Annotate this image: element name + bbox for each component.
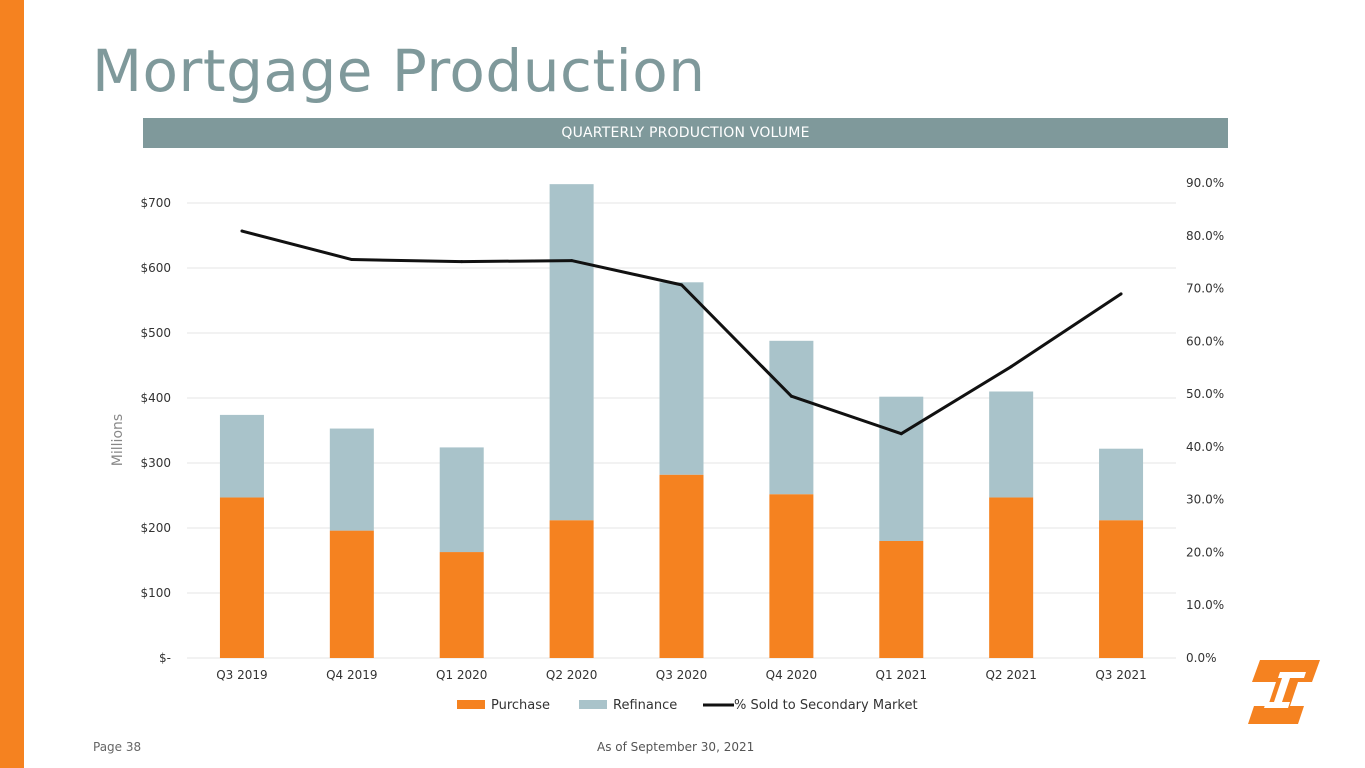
bar-refinance	[219, 414, 264, 498]
y2-tick-label: 10.0%	[1186, 598, 1224, 612]
bar-refinance	[879, 396, 924, 541]
x-tick-label: Q4 2020	[766, 668, 817, 682]
bar-purchase	[879, 541, 924, 658]
bar-refinance	[659, 282, 704, 475]
section-header-label: QUARTERLY PRODUCTION VOLUME	[561, 125, 810, 141]
line-point	[350, 258, 354, 262]
y2-tick-label: 50.0%	[1186, 387, 1224, 401]
x-tick-label: Q1 2020	[436, 668, 487, 682]
y2-tick-label: 30.0%	[1186, 493, 1224, 507]
bar-refinance	[549, 184, 594, 521]
y-tick-label: $500	[140, 326, 171, 340]
first-interstate-logo-icon	[1248, 660, 1320, 724]
x-tick-label: Q2 2020	[546, 668, 597, 682]
line-point	[570, 259, 574, 263]
section-header: QUARTERLY PRODUCTION VOLUME	[143, 118, 1228, 148]
legend-label-line: % Sold to Secondary Market	[734, 698, 918, 713]
x-tick-label: Q3 2021	[1095, 668, 1146, 682]
x-tick-label: Q4 2019	[326, 668, 377, 682]
line-point	[789, 394, 793, 398]
line-point	[899, 432, 903, 436]
y-tick-label: $700	[140, 196, 171, 210]
y2-tick-label: 80.0%	[1186, 229, 1224, 243]
bar-purchase	[439, 552, 484, 658]
bar-purchase	[219, 497, 264, 658]
y2-tick-label: 0.0%	[1186, 651, 1217, 665]
y-tick-label: $300	[140, 456, 171, 470]
x-tick-label: Q2 2021	[985, 668, 1036, 682]
line-point	[1009, 365, 1013, 369]
line-point	[240, 229, 244, 233]
y2-tick-label: 90.0%	[1186, 176, 1224, 190]
left-accent-bar	[0, 0, 24, 768]
y2-tick-label: 40.0%	[1186, 440, 1224, 454]
x-tick-label: Q1 2021	[876, 668, 927, 682]
y2-tick-label: 70.0%	[1186, 282, 1224, 296]
y-tick-label: $100	[140, 586, 171, 600]
y-tick-label: $400	[140, 391, 171, 405]
as-of-date: As of September 30, 2021	[597, 740, 755, 754]
legend-label-purchase: Purchase	[491, 698, 550, 713]
line-point	[1119, 292, 1123, 296]
bar-purchase	[659, 474, 704, 658]
bar-purchase	[1099, 520, 1144, 658]
bar-refinance	[769, 340, 814, 495]
x-tick-label: Q3 2020	[656, 668, 707, 682]
bar-refinance	[1099, 448, 1144, 521]
line-point	[680, 283, 683, 287]
y2-tick-label: 20.0%	[1186, 545, 1224, 559]
bar-purchase	[549, 520, 594, 658]
y-tick-label: $600	[140, 261, 171, 275]
x-tick-label: Q3 2019	[216, 668, 267, 682]
legend-swatch-refinance	[579, 700, 607, 709]
bar-purchase	[769, 494, 814, 658]
y-tick-label: $200	[140, 521, 171, 535]
y2-tick-label: 60.0%	[1186, 334, 1224, 348]
y-axis-title: Millions	[110, 414, 126, 466]
bar-purchase	[989, 497, 1034, 658]
line-point	[460, 260, 464, 264]
bar-refinance	[329, 428, 374, 531]
page-title: Mortgage Production	[92, 37, 706, 105]
page-number: Page 38	[93, 740, 142, 754]
bar-purchase	[329, 530, 374, 658]
legend-label-refinance: Refinance	[613, 698, 677, 713]
y-tick-label: $-	[159, 651, 171, 665]
bar-refinance	[989, 391, 1034, 498]
legend-swatch-purchase	[457, 700, 485, 709]
bar-refinance	[439, 447, 484, 553]
